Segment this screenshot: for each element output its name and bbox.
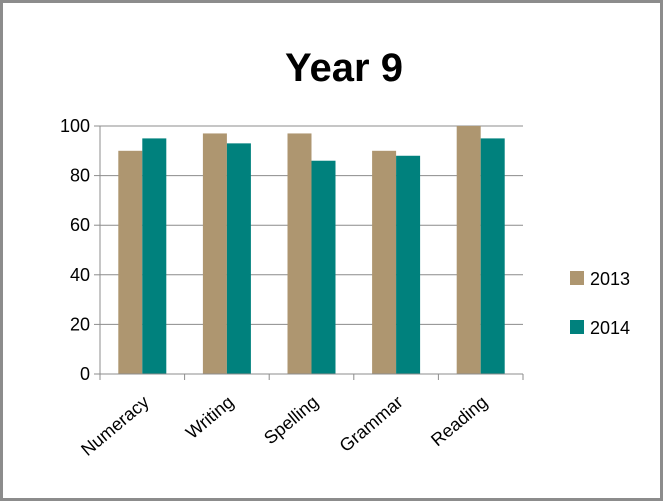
- y-tick-label: 60: [70, 215, 90, 235]
- bars: [118, 126, 505, 374]
- legend-label-2014: 2014: [590, 318, 630, 338]
- bar-2014-grammar: [396, 155, 421, 374]
- legend: 2013 2014: [570, 269, 630, 338]
- legend-label-2013: 2013: [590, 269, 630, 289]
- x-category-label: Writing: [182, 392, 238, 443]
- bar-2014-reading: [480, 138, 505, 374]
- y-tick-label: 40: [70, 265, 90, 285]
- bar-2013-grammar: [372, 150, 397, 374]
- x-category-label: Numeracy: [77, 392, 153, 460]
- bar-2013-reading: [456, 126, 481, 374]
- y-tick-label: 20: [70, 314, 90, 334]
- bar-chart: Year 9 0 20 40 60 80 100 Numeracy Writing Spelli…: [60, 46, 630, 460]
- legend-swatch-2013: [570, 271, 584, 285]
- bar-2013-writing: [202, 133, 227, 374]
- x-category-label: Spelling: [260, 392, 322, 448]
- y-tick-label: 80: [70, 166, 90, 186]
- bar-2014-spelling: [311, 160, 336, 374]
- y-tick-label: 0: [80, 364, 90, 384]
- bar-2014-writing: [226, 143, 251, 374]
- x-category-label: Grammar: [336, 392, 407, 456]
- bar-2014-numeracy: [142, 138, 167, 374]
- bar-2013-spelling: [287, 133, 312, 374]
- bar-2013-numeracy: [118, 150, 143, 374]
- y-tick-label: 100: [60, 116, 90, 136]
- x-category-label: Reading: [427, 392, 491, 450]
- chart-title: Year 9: [285, 46, 403, 90]
- legend-swatch-2014: [570, 320, 584, 334]
